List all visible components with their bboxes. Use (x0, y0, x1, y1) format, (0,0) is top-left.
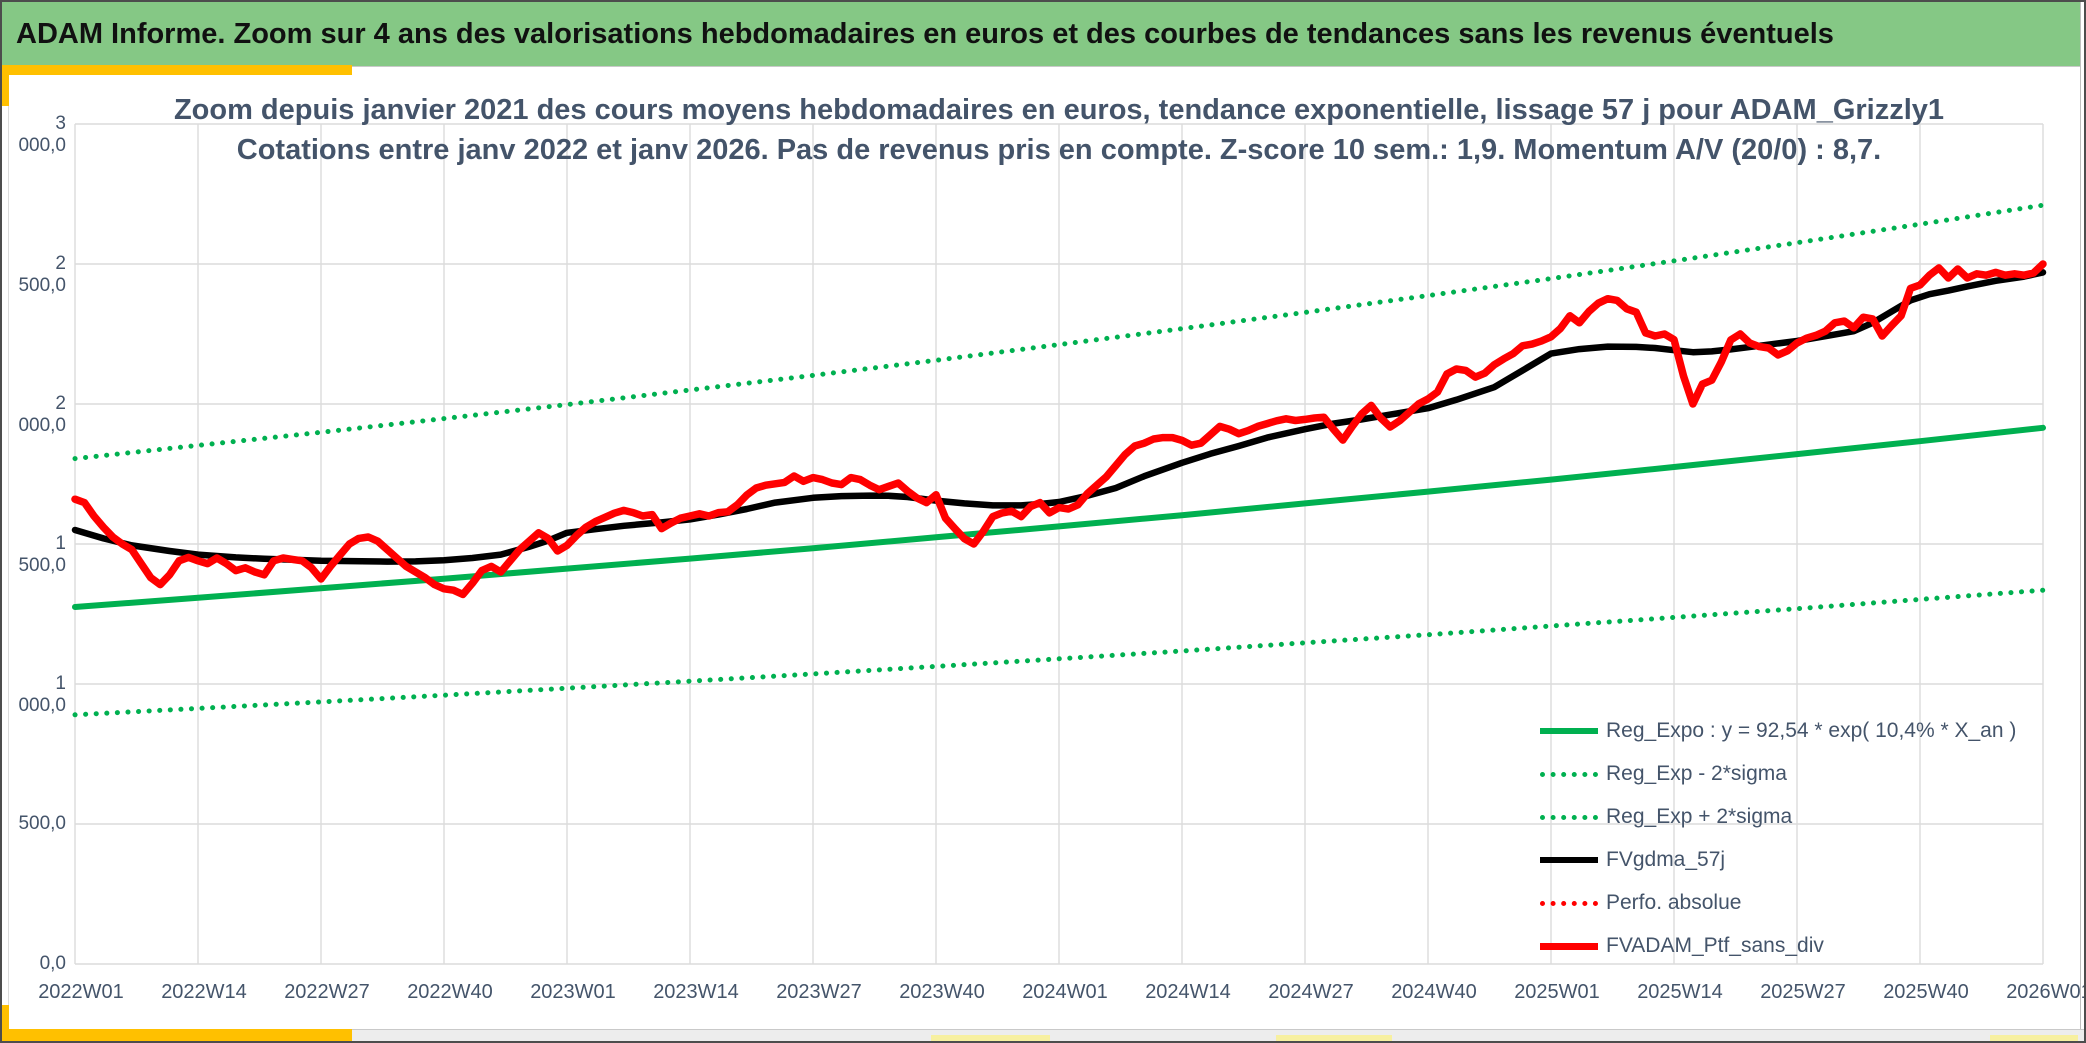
chart-title: Zoom depuis janvier 2021 des cours moyen… (173, 94, 1945, 126)
legend-item-fvadam-ptf-sans-div[interactable]: FVADAM_Ptf_sans_div (1540, 931, 1824, 961)
x-axis-tick-label: 2025W27 (1760, 981, 1846, 1003)
bottom-pale-highlight-2 (1276, 1035, 1392, 1042)
x-axis-tick-label: 2025W14 (1637, 981, 1723, 1003)
legend-line-sample-green-dotted (1540, 771, 1598, 777)
legend-item-fvgdma-57j[interactable]: FVgdma_57j (1540, 845, 1725, 875)
right-margin-line (2080, 2, 2081, 1039)
x-axis-tick-label: 2024W01 (1022, 981, 1108, 1003)
legend-line-sample-red-dotted (1540, 900, 1598, 906)
y-axis-tick-label: 2 000,0 (18, 393, 66, 436)
x-axis-tick-label: 2022W40 (407, 981, 493, 1003)
legend-item-reg-expo[interactable]: Reg_Expo : y = 92,54 * exp( 10,4% * X_an… (1540, 716, 2016, 746)
legend-line-sample-black-solid (1540, 857, 1598, 863)
y-axis-tick-label: 1 500,0 (18, 533, 66, 576)
x-axis-tick-label: 2022W01 (38, 981, 124, 1003)
yellow-accent-left-top (0, 72, 9, 106)
report-header-title: ADAM Informe. Zoom sur 4 ans des valoris… (16, 17, 1834, 50)
y-axis-tick-label: 1 000,0 (18, 673, 66, 716)
chart-subtitle: Cotations entre janv 2022 et janv 2026. … (236, 134, 1882, 166)
series-reg_plus2sigma-line[interactable] (72, 202, 2046, 462)
x-axis-tick-label: 2024W27 (1268, 981, 1354, 1003)
x-axis-tick-label: 2025W40 (1883, 981, 1969, 1003)
x-axis-tick-label: 2025W01 (1514, 981, 1600, 1003)
legend-line-sample-red-solid (1540, 942, 1598, 950)
yellow-accent-left-bottom (0, 1005, 9, 1042)
series-fvadam_ptf_sans_div-line[interactable] (71, 260, 2047, 599)
y-axis-tick-label: 500,0 (18, 813, 66, 834)
x-axis-tick-label: 2024W14 (1145, 981, 1231, 1003)
bottom-pale-highlight-1 (931, 1035, 1050, 1042)
bottom-pale-highlight-3 (1990, 1035, 2078, 1042)
x-axis-tick-label: 2024W40 (1391, 981, 1477, 1003)
x-axis-tick-label: 2023W27 (776, 981, 862, 1003)
x-axis-tick-label: 2026W01 (2006, 981, 2086, 1003)
x-axis-tick-label: 2023W01 (530, 981, 616, 1003)
legend-line-sample-green-dotted2 (1540, 814, 1598, 820)
legend-item-perfo-absolue[interactable]: Perfo. absolue (1540, 888, 1741, 918)
x-axis-tick-label: 2022W27 (284, 981, 370, 1003)
legend-item-reg-exp-minus-2sigma[interactable]: Reg_Exp - 2*sigma (1540, 759, 1787, 789)
report-header-banner: ADAM Informe. Zoom sur 4 ans des valoris… (2, 2, 2080, 67)
x-axis-tick-label: 2023W14 (653, 981, 739, 1003)
series-reg_expo-line[interactable] (72, 424, 2046, 610)
x-axis-tick-label: 2023W40 (899, 981, 985, 1003)
legend-line-sample-green-solid (1540, 728, 1598, 734)
y-axis-tick-label: 3 000,0 (18, 113, 66, 156)
y-axis-tick-label: 2 500,0 (18, 253, 66, 296)
x-axis-tick-label: 2022W14 (161, 981, 247, 1003)
yellow-accent-bar (0, 65, 352, 75)
bottom-highlight-bar (0, 1029, 352, 1042)
series-fvgdma_57j-line[interactable] (71, 269, 2047, 565)
series-reg_minus2sigma-line[interactable] (72, 587, 2046, 718)
worksheet-column-edge (8, 76, 9, 1030)
legend-item-reg-exp-plus-2sigma[interactable]: Reg_Exp + 2*sigma (1540, 802, 1792, 832)
y-axis-tick-label: 0,0 (39, 953, 66, 974)
